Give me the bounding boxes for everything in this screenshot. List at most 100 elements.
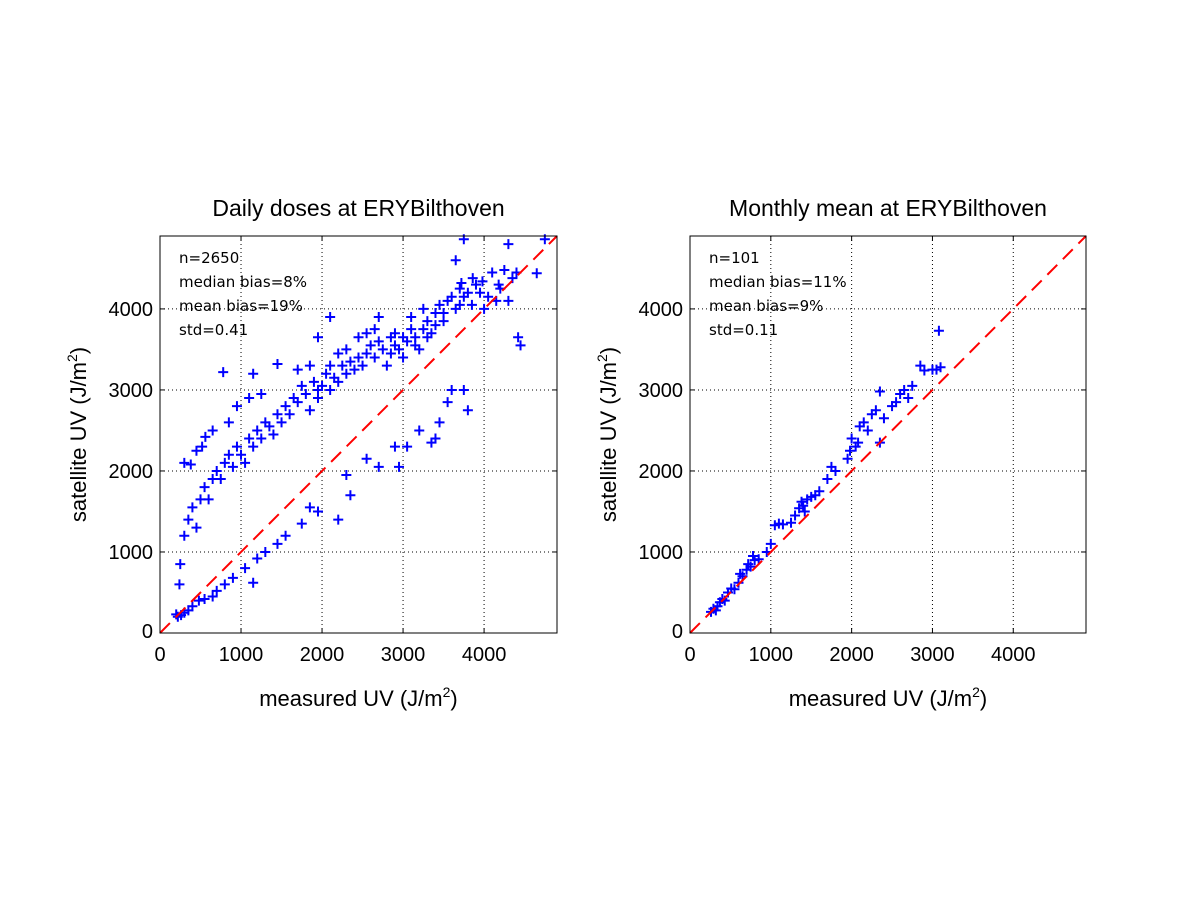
data-point (256, 433, 267, 444)
y-tick-label: 4000 (109, 299, 154, 321)
data-point (733, 577, 744, 588)
data-point (223, 449, 234, 460)
data-point (765, 538, 776, 549)
y-axis-label: satellite UV (J/m2) (594, 347, 621, 522)
data-point (191, 522, 202, 533)
data-point (458, 384, 469, 395)
data-point (361, 348, 372, 359)
data-point (410, 332, 421, 343)
data-point (394, 344, 405, 355)
stats-annotation: std=0.11 (709, 321, 778, 339)
x-axis-label: measured UV (J/m2) (789, 684, 988, 711)
data-point (454, 283, 465, 294)
data-point (430, 307, 441, 318)
data-point (414, 425, 425, 436)
stats-annotation: mean bias=9% (709, 297, 823, 315)
data-point (349, 364, 360, 375)
data-point (414, 344, 425, 355)
data-point (260, 546, 271, 557)
data-point (272, 538, 283, 549)
data-point (418, 324, 429, 335)
data-point (179, 457, 190, 468)
data-point (798, 500, 809, 511)
data-point (470, 279, 481, 290)
data-point (790, 510, 801, 521)
data-point (218, 367, 229, 378)
data-point (846, 433, 857, 444)
stats-annotation: median bias=8% (179, 273, 307, 291)
y-tick-label: 0 (672, 621, 683, 643)
data-point (193, 595, 204, 606)
plot-frame (159, 235, 558, 634)
data-point (207, 425, 218, 436)
data-point (264, 421, 275, 432)
data-point (244, 433, 255, 444)
data-point (191, 445, 202, 456)
stats-annotation: mean bias=19% (179, 297, 303, 315)
data-point (312, 506, 323, 517)
data-point (830, 465, 841, 476)
x-tick-label: 4000 (991, 644, 1036, 666)
data-point (292, 397, 303, 408)
data-point (199, 593, 210, 604)
data-point (341, 344, 352, 355)
x-tick-label: 2000 (300, 644, 345, 666)
data-point (240, 457, 251, 468)
monthly-mean-panel: 00 1000 1000 2000 2000 3000 3000 4000 4000 n=101 m… (594, 195, 1087, 711)
x-tick-label: 0 (684, 644, 695, 666)
data-point (503, 295, 514, 306)
data-point (200, 431, 211, 442)
data-point (361, 328, 372, 339)
y-tick-label: 1000 (109, 542, 154, 564)
data-point (487, 267, 498, 278)
data-point (899, 384, 910, 395)
x-tick-label: 1000 (749, 644, 794, 666)
data-point (406, 312, 417, 323)
data-point (185, 459, 196, 470)
stats-annotation: n=2650 (179, 249, 239, 267)
data-point (466, 299, 477, 310)
data-point (450, 303, 461, 314)
data-point (280, 530, 291, 541)
data-point (175, 559, 186, 570)
data-point (385, 348, 396, 359)
data-point (248, 441, 259, 452)
data-point (434, 299, 445, 310)
data-point (215, 474, 226, 485)
data-point (203, 494, 214, 505)
data-point (845, 445, 856, 456)
stats-annotation: n=101 (709, 249, 760, 267)
data-point (353, 332, 364, 343)
data-point (446, 384, 457, 395)
data-point (398, 352, 409, 363)
data-point (248, 577, 259, 588)
daily-doses-panel: 00 1000 1000 2000 2000 3000 3000 4000 4000 n=2650… (64, 195, 558, 711)
data-point (373, 312, 384, 323)
data-point (907, 380, 918, 391)
data-point (236, 449, 247, 460)
data-point (446, 291, 457, 302)
data-point (333, 348, 344, 359)
data-point (211, 585, 222, 596)
data-point (256, 388, 267, 399)
data-point (361, 453, 372, 464)
data-point (341, 368, 352, 379)
data-point (462, 405, 473, 416)
stats-annotation: median bias=11% (709, 273, 847, 291)
data-point (197, 441, 208, 452)
data-point (377, 344, 388, 355)
x-axis-label: measured UV (J/m2) (259, 684, 458, 711)
data-point (268, 429, 279, 440)
data-point (369, 324, 380, 335)
data-point (199, 482, 210, 493)
data-point (292, 364, 303, 375)
data-point (483, 291, 494, 302)
data-point (325, 312, 336, 323)
data-point (479, 303, 490, 314)
data-point (933, 325, 944, 336)
data-point (174, 579, 185, 590)
data-point (280, 401, 291, 412)
y-tick-label: 2000 (639, 461, 684, 483)
data-point (438, 316, 449, 327)
